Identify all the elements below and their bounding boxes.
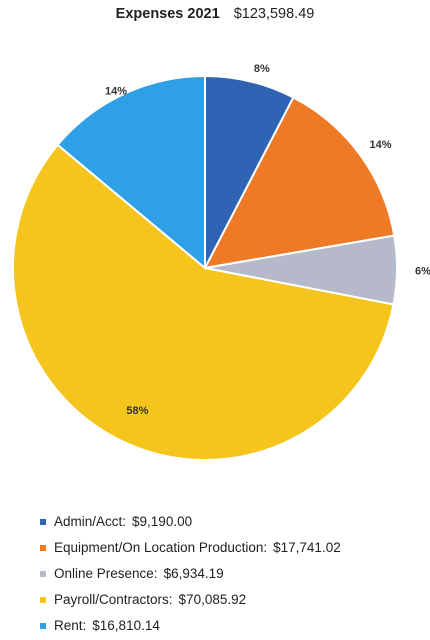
legend-item: Rent: $16,810.14 (40, 613, 341, 639)
legend-label: Admin/Acct: (54, 514, 127, 529)
legend-amount: $9,190.00 (132, 514, 193, 529)
legend-swatch (40, 571, 46, 577)
percent-labels: 8% 14% 6% 58% 14% (105, 63, 430, 417)
legend-item: Online Presence: $6,934.19 (40, 561, 341, 587)
legend-label: Payroll/Contractors: (54, 592, 173, 607)
legend-item: Admin/Acct: $9,190.00 (40, 509, 341, 535)
chart-title: Expenses 2021 $123,598.49 (0, 6, 430, 22)
legend: Admin/Acct: $9,190.00 Equipment/On Locatio… (40, 509, 341, 639)
legend-amount: $70,085.92 (178, 592, 247, 607)
legend-amount: $6,934.19 (163, 566, 224, 581)
legend-amount: $16,810.14 (92, 618, 160, 633)
percent-label-1: 8% (254, 63, 270, 75)
pie-slice-4 (12, 143, 395, 461)
percent-label-3: 6% (415, 265, 430, 277)
pie-chart: 8% 14% 6% 58% 14% (12, 63, 430, 461)
percent-label-5: 14% (105, 85, 127, 97)
legend-item: Equipment/On Location Production: $17,741… (40, 535, 341, 561)
legend-swatch (40, 545, 46, 551)
legend-label: Rent: (54, 618, 87, 633)
pie-slices (12, 74, 398, 461)
percent-label-2: 14% (370, 139, 392, 151)
legend-label: Equipment/On Location Production: (54, 540, 268, 555)
percent-label-4: 58% (126, 405, 148, 417)
legend-swatch (40, 597, 46, 603)
pie-slice-5 (56, 74, 206, 271)
pie-slice-2 (203, 96, 396, 270)
legend-swatch (40, 519, 46, 525)
legend-swatch (40, 623, 46, 629)
legend-amount: $17,741.02 (273, 540, 341, 555)
chart-title-text: Expenses 2021 (115, 6, 220, 22)
legend-label: Online Presence: (54, 566, 158, 581)
legend-item: Payroll/Contractors: $70,085.92 (40, 587, 341, 613)
chart-total: $123,598.49 (233, 6, 315, 22)
